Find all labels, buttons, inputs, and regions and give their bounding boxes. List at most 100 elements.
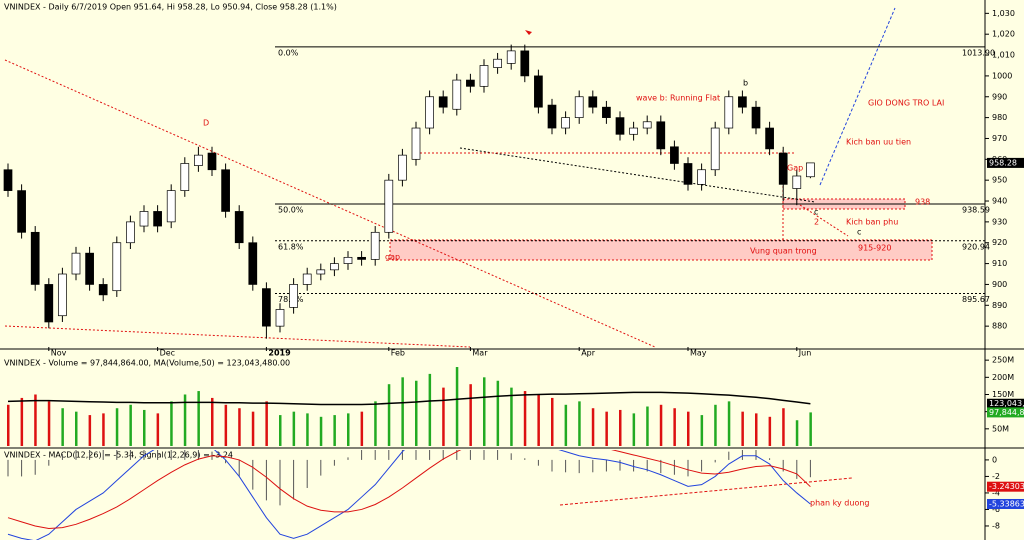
last-value-label: 958.28 — [989, 158, 1017, 167]
y-tick-label: 1,030 — [992, 9, 1015, 18]
y-tick-label: 900 — [992, 280, 1007, 289]
annotation: Kich ban uu tien — [846, 138, 911, 147]
volume-bar — [619, 409, 622, 446]
trend-line — [4, 59, 656, 348]
candle-body — [438, 96, 448, 108]
candle-body — [615, 117, 625, 135]
volume-bar — [387, 384, 391, 446]
y-tick-label: -8 — [992, 521, 1000, 530]
candle-body — [561, 117, 570, 129]
projection — [819, 7, 896, 186]
volume-bar — [47, 401, 51, 446]
volume-bar — [659, 404, 663, 446]
candle-body — [44, 284, 54, 323]
volume-bar — [591, 408, 595, 446]
candle-body — [330, 263, 339, 271]
annotation: Vung quan trong — [750, 247, 817, 256]
volume-bar — [714, 404, 717, 446]
volume-bar — [469, 384, 472, 446]
volume-bar — [279, 415, 282, 446]
last-value-label: -5.33863 — [989, 499, 1024, 508]
volume-bar — [197, 391, 200, 446]
y-tick-label: 920 — [992, 238, 1007, 247]
candle-body — [153, 211, 162, 227]
annotation: wave b: Running Flat — [636, 94, 720, 103]
candle-body — [574, 96, 584, 118]
volume-bar — [211, 397, 214, 446]
volume-bar — [7, 404, 10, 446]
volume-bar — [551, 397, 554, 446]
fib-value: 938.59 — [962, 205, 990, 214]
volume-bar — [605, 411, 608, 446]
volume-bar — [61, 408, 64, 446]
volume-bar — [795, 420, 799, 446]
candle-body — [452, 79, 462, 110]
candle-body — [85, 252, 94, 285]
volume-bar — [156, 413, 160, 446]
annotation: 915-920 — [858, 244, 891, 253]
y-tick-label: -4 — [992, 488, 1000, 497]
candle-body — [370, 231, 380, 260]
y-tick-label: 880 — [992, 322, 1007, 331]
x-tick-label: Apr — [581, 349, 596, 358]
y-tick-label: 970 — [992, 134, 1007, 143]
volume-bar — [741, 411, 744, 446]
y-tick-label: 150M — [992, 390, 1014, 399]
candle-body — [778, 152, 788, 185]
x-tick-label: Feb — [391, 349, 405, 358]
candle-body — [547, 104, 557, 129]
annotation: phan ky duong — [810, 499, 869, 508]
volume-bar — [251, 411, 255, 446]
candle-body — [642, 121, 652, 129]
last-value-label: -3.24303 — [989, 482, 1024, 491]
y-tick-label: 0 — [992, 455, 997, 464]
x-tick-label: May — [690, 349, 707, 358]
x-tick-label: Nov — [51, 349, 67, 358]
candle-body — [343, 256, 353, 264]
candle-body — [792, 175, 802, 189]
candle-body — [602, 106, 611, 118]
fib-label: 0.0% — [278, 48, 299, 57]
annotation: 2 — [814, 218, 819, 227]
volume-bar — [782, 408, 785, 446]
zone — [389, 239, 933, 261]
volume-bar — [537, 394, 540, 446]
candle-body — [411, 127, 421, 160]
candle-body — [697, 169, 706, 185]
annotation: gap — [385, 253, 400, 262]
candle-body — [316, 269, 326, 275]
volume-bar — [319, 416, 323, 446]
annotation: 938 — [915, 198, 930, 207]
macd-line — [7, 450, 811, 529]
x-tick-label: 2019 — [268, 349, 291, 358]
marker — [525, 30, 532, 35]
candle-body — [289, 284, 298, 308]
candle-body — [765, 127, 774, 150]
volume-bar — [224, 404, 228, 446]
volume-bar — [34, 394, 37, 446]
volume-bar — [170, 401, 173, 446]
candle-body — [588, 96, 598, 108]
candle-body — [479, 65, 489, 87]
y-tick-label: 50M — [992, 424, 1009, 433]
projection — [799, 204, 849, 237]
volume-bar — [632, 413, 636, 446]
volume-bar — [75, 411, 78, 446]
candle-body — [3, 169, 13, 191]
candle-body — [506, 50, 516, 64]
candle-body — [520, 50, 530, 77]
candle-body — [670, 146, 679, 164]
fib-value: 895.67 — [962, 295, 990, 304]
fib-label: 61.8% — [278, 242, 304, 251]
annotation: c — [857, 228, 861, 237]
candle-body — [248, 242, 258, 285]
volume-bar — [523, 391, 527, 446]
candle-body — [194, 154, 203, 166]
candle-body — [466, 79, 475, 87]
macd-title: VNINDEX - MACD(12,26) = -5.34, Signal(12… — [4, 451, 233, 460]
y-tick-label: 1,010 — [992, 51, 1015, 60]
volume-bar — [265, 401, 268, 446]
volume-bar — [183, 394, 187, 446]
y-tick-label: 1,020 — [992, 30, 1015, 39]
